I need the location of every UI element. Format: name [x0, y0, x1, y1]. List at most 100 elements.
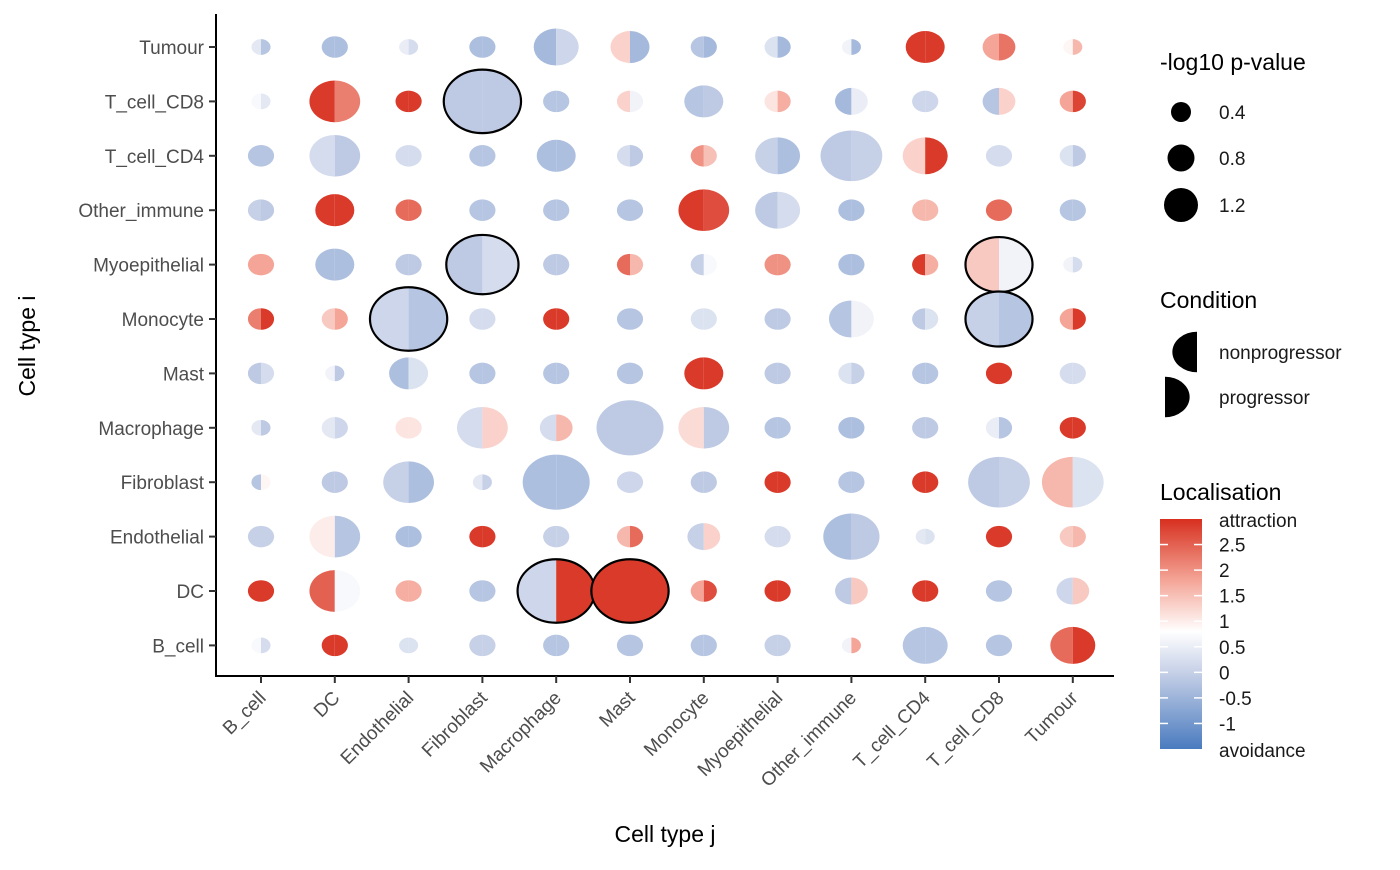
legend-size-label: 0.4: [1219, 103, 1246, 124]
dot-half-progressor: [261, 637, 271, 654]
dot-half-progressor: [703, 189, 730, 232]
dot-half-nonprogressor: [690, 253, 704, 276]
dot-half-progressor: [851, 577, 868, 605]
dot-half-nonprogressor: [472, 474, 483, 491]
dot-Mast-Tumour: [1059, 362, 1086, 385]
dot-Mast-Macrophage: [543, 362, 570, 385]
legend-color-tick-label: 1.5: [1219, 587, 1245, 608]
dot-T_cell_CD4-Endothelial: [395, 145, 422, 167]
dot-half-nonprogressor: [823, 513, 852, 560]
significance-ring: [590, 558, 670, 624]
dot-half-nonprogressor: [616, 308, 630, 330]
dot-T_cell_CD4-Myoepithelial: [755, 137, 801, 175]
dot-half-progressor: [556, 90, 570, 113]
dot-T_cell_CD8-Tumour: [1059, 90, 1086, 113]
dot-Fibroblast-Monocyte: [690, 471, 717, 493]
dot-half-nonprogressor: [399, 637, 409, 654]
dot-Macrophage-Monocyte: [678, 406, 730, 449]
dot-half-progressor: [925, 308, 939, 330]
dot-half-nonprogressor: [838, 253, 852, 276]
dot-half-progressor: [1072, 145, 1086, 167]
dot-Endothelial-Tumour: [1059, 525, 1086, 548]
dot-half-nonprogressor: [543, 308, 557, 330]
dot-half-progressor: [556, 525, 570, 548]
legend-condition-glyph: [1172, 331, 1197, 373]
dot-half-progressor: [556, 253, 570, 276]
dot-half-nonprogressor: [764, 471, 778, 493]
dot-B_cell-Other_immune: [841, 637, 861, 654]
dot-Fibroblast-Myoepithelial: [764, 471, 791, 493]
dot-Myoepithelial-T_cell_CD4: [912, 253, 939, 276]
dot-half-nonprogressor: [247, 580, 261, 602]
dot-Tumour-T_cell_CD4: [905, 30, 945, 64]
dot-Monocyte-Fibroblast: [469, 308, 496, 330]
dot-half-nonprogressor: [1063, 256, 1073, 273]
dot-half-progressor: [777, 137, 801, 175]
dot-half-progressor: [334, 194, 355, 227]
x-tick-label: Tumour: [1022, 687, 1083, 748]
dot-half-progressor: [408, 461, 434, 504]
dot-Macrophage-T_cell_CD8: [985, 417, 1013, 439]
dot-half-nonprogressor: [764, 634, 778, 657]
y-tick-label: T_cell_CD8: [105, 92, 204, 113]
dot-half-nonprogressor: [251, 419, 261, 436]
dot-Macrophage-DC: [321, 417, 348, 439]
dot-half-progressor: [334, 634, 348, 657]
dot-half-progressor: [703, 471, 717, 493]
significance-ring: [442, 68, 523, 135]
dot-DC-DC: [309, 570, 361, 612]
dot-half-nonprogressor: [616, 145, 630, 167]
dot-half-progressor: [777, 634, 791, 657]
dot-Endothelial-B_cell: [247, 525, 275, 548]
dot-Tumour-Myoepithelial: [764, 36, 791, 58]
dot-half-nonprogressor: [690, 471, 704, 493]
dot-half-progressor: [408, 417, 422, 439]
dot-half-nonprogressor: [684, 85, 704, 118]
dot-half-progressor: [334, 80, 361, 123]
dot-half-nonprogressor: [395, 417, 409, 439]
y-tick-label: Endothelial: [110, 528, 204, 549]
dot-half-progressor: [1072, 525, 1086, 548]
dot-half-nonprogressor: [828, 300, 852, 338]
dot-half-progressor: [925, 528, 935, 545]
dot-Monocyte-Monocyte: [690, 308, 717, 330]
dot-half-progressor: [630, 145, 644, 167]
legend-colorbar: [1160, 519, 1202, 749]
dot-half-nonprogressor: [915, 528, 926, 545]
dot-half-nonprogressor: [616, 471, 630, 493]
dot-half-nonprogressor: [1059, 525, 1073, 548]
dot-half-nonprogressor: [247, 145, 261, 167]
legend-color-tick-label: 1: [1219, 612, 1230, 633]
dot-half-progressor: [851, 513, 880, 560]
dot-half-progressor: [630, 525, 644, 548]
dot-half-progressor: [334, 248, 355, 281]
dot-half-nonprogressor: [616, 634, 630, 657]
dot-half-progressor: [630, 308, 644, 330]
dot-Monocyte-DC: [321, 308, 348, 330]
dot-Other_immune-Fibroblast: [469, 199, 496, 221]
dot-half-nonprogressor: [905, 30, 926, 64]
legend-size-label: 1.2: [1219, 196, 1245, 217]
dot-half-progressor: [999, 525, 1013, 548]
dot-half-progressor: [482, 199, 496, 221]
dot-half-progressor: [408, 357, 429, 390]
dot-half-nonprogressor: [616, 90, 630, 113]
dot-half-progressor: [630, 400, 664, 456]
dot-half-progressor: [703, 145, 717, 167]
legend-size-label: 0.8: [1219, 149, 1245, 170]
y-tick-label: Myoepithelial: [93, 256, 204, 277]
dot-B_cell-Mast: [616, 634, 644, 657]
dot-half-nonprogressor: [309, 515, 335, 558]
dot-Monocyte-T_cell_CD4: [912, 308, 939, 330]
dot-half-nonprogressor: [251, 474, 261, 491]
dot-half-nonprogressor: [985, 199, 999, 221]
dot-half-progressor: [261, 39, 271, 55]
dot-B_cell-Endothelial: [399, 637, 419, 654]
x-tick-label: Fibroblast: [418, 687, 492, 761]
dot-half-progressor: [1072, 577, 1090, 605]
dot-half-nonprogressor: [389, 357, 409, 390]
dot-half-nonprogressor: [982, 87, 999, 115]
dot-half-nonprogressor: [985, 362, 999, 385]
dot-half-nonprogressor: [841, 637, 852, 654]
dot-half-progressor: [261, 308, 275, 330]
